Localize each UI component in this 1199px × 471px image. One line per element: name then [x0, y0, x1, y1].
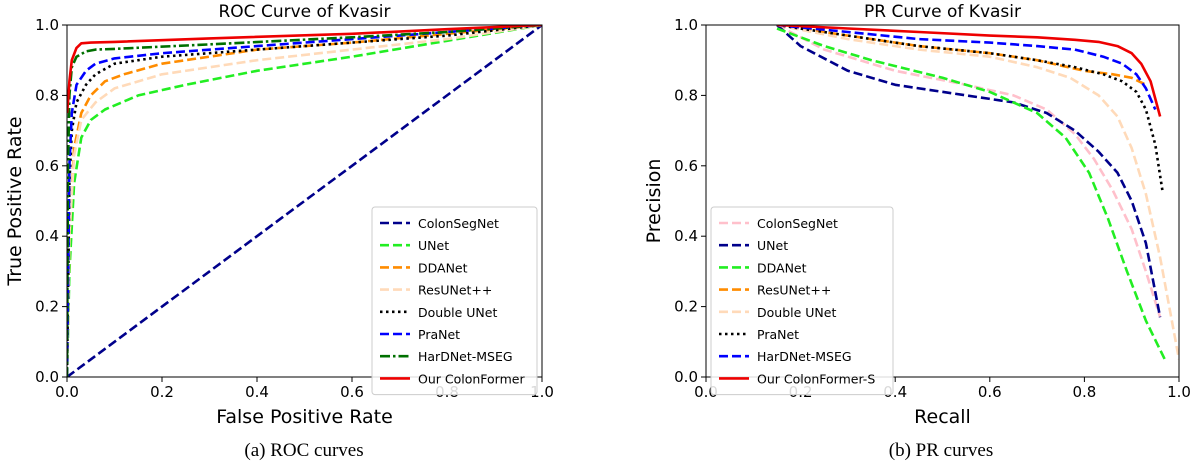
- roc-legend: ColonSegNet UNet DDANet ResUNet++ Double UNe…: [371, 206, 538, 396]
- roc-legend-label-8: Our ColonFormer: [418, 371, 525, 386]
- pr-axes-frame: [705, 24, 1180, 378]
- roc-series-line-1: [67, 25, 542, 377]
- roc-x-tick-label: 0.0: [55, 383, 79, 401]
- roc-x-tick-label: 0.2: [150, 383, 174, 401]
- roc-caption: (a) ROC curves: [244, 440, 364, 461]
- pr-x-tick-label: 1.0: [1167, 383, 1191, 401]
- pr-legend-box: [710, 206, 894, 396]
- pr-chart-title: PR Curve of Kvasir: [864, 2, 1021, 22]
- pr-legend-label-3: DDANet: [757, 260, 807, 275]
- roc-y-axis-label: True Positive Rate: [4, 116, 26, 286]
- roc-legend-box: [371, 206, 538, 396]
- roc-series-line-8: [67, 25, 542, 114]
- pr-legend-label-1: ColonSegNet: [757, 216, 838, 231]
- roc-legend-label-3: DDANet: [418, 260, 468, 275]
- pr-series-group: [776, 25, 1179, 360]
- roc-legend-label-5: Double UNet: [418, 305, 497, 320]
- pr-y-tick-label: 0.6: [674, 157, 698, 175]
- roc-y-tick-label: 1.0: [35, 16, 59, 34]
- pr-series-line-4: [776, 25, 1147, 86]
- pr-x-tick-label: 0.8: [1072, 383, 1096, 401]
- pr-series-line-3: [776, 27, 1166, 360]
- pr-legend-label-7: HarDNet-MSEG: [757, 349, 852, 364]
- pr-y-axis-label: Precision: [643, 159, 665, 244]
- pr-x-tick-label: 0.6: [978, 383, 1002, 401]
- roc-chart-title: ROC Curve of Kvasir: [218, 2, 390, 22]
- pr-legend: ColonSegNet UNet DDANet ResUNet++ Double UNe…: [710, 206, 894, 396]
- roc-chart: 0.00.20.40.60.81.00.00.20.40.60.81.0ROC …: [4, 2, 554, 428]
- pr-series-line-2: [776, 25, 1162, 318]
- roc-x-tick-label: 0.4: [245, 383, 269, 401]
- roc-series-line-2: [67, 25, 542, 377]
- pr-series-line-5: [776, 25, 1179, 360]
- roc-x-tick-label: 0.6: [340, 383, 364, 401]
- roc-series-group: [67, 25, 542, 377]
- pr-y-tick-label: 0.8: [674, 86, 698, 104]
- pr-series-line-7: [776, 25, 1157, 111]
- roc-y-tick-label: 0.4: [35, 227, 59, 245]
- roc-x-axis-label: False Positive Rate: [216, 406, 393, 428]
- roc-legend-label-1: ColonSegNet: [418, 216, 499, 231]
- roc-legend-label-2: UNet: [418, 238, 449, 253]
- pr-chart: 0.00.20.40.60.81.00.00.20.40.60.81.0PR C…: [643, 2, 1191, 428]
- pr-series-line-6: [776, 25, 1164, 191]
- roc-y-tick-label: 0.6: [35, 157, 59, 175]
- roc-legend-label-6: PraNet: [418, 327, 460, 342]
- roc-axes-frame: [66, 24, 543, 378]
- pr-caption: (b) PR curves: [888, 440, 994, 461]
- roc-y-tick-label: 0.2: [35, 298, 59, 316]
- roc-legend-label-7: HarDNet-MSEG: [418, 349, 513, 364]
- roc-series-line-4: [67, 25, 542, 377]
- pr-legend-label-8: Our ColonFormer-S: [757, 371, 875, 386]
- pr-y-tick-label: 0.4: [674, 227, 698, 245]
- roc-legend-label-4: ResUNet++: [418, 283, 492, 298]
- roc-series-line-6: [67, 25, 542, 377]
- roc-series-line-5: [67, 25, 542, 377]
- pr-legend-label-6: PraNet: [757, 327, 799, 342]
- pr-series-line-8: [776, 25, 1162, 117]
- pr-legend-label-4: ResUNet++: [757, 283, 831, 298]
- pr-legend-label-5: Double UNet: [757, 305, 836, 320]
- pr-x-axis-label: Recall: [914, 406, 971, 428]
- roc-y-tick-label: 0.8: [35, 86, 59, 104]
- pr-y-tick-label: 0.0: [674, 368, 698, 386]
- pr-legend-label-2: UNet: [757, 238, 788, 253]
- roc-y-tick-label: 0.0: [35, 368, 59, 386]
- pr-y-tick-label: 0.2: [674, 298, 698, 316]
- pr-y-tick-label: 1.0: [674, 16, 698, 34]
- roc-series-line-7: [67, 25, 542, 377]
